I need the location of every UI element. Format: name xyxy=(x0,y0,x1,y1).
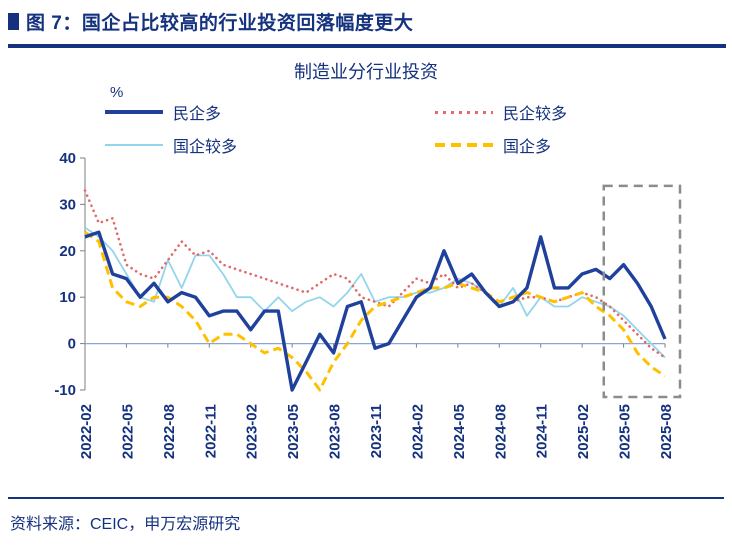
legend-label-soe-more: 国企较多 xyxy=(173,139,238,156)
svg-text:-10: -10 xyxy=(54,382,76,399)
legend-item-private-many: 民企多 xyxy=(105,100,435,124)
chart-title: 制造业分行业投资 xyxy=(294,62,438,82)
svg-text:2022-08: 2022-08 xyxy=(161,404,178,459)
figure-header: 图 7：国企占比较高的行业投资回落幅度更大 xyxy=(8,8,726,48)
source-note: 资料来源：CEIC，申万宏源研究 xyxy=(10,516,241,533)
legend-line-solid-thick-icon xyxy=(105,110,163,114)
svg-text:2023-08: 2023-08 xyxy=(327,404,344,459)
figure-title: 图 7：国企占比较高的行业投资回落幅度更大 xyxy=(26,13,414,34)
svg-text:2025-05: 2025-05 xyxy=(617,404,634,459)
svg-text:0: 0 xyxy=(68,336,76,353)
legend-line-dotted-icon xyxy=(435,110,493,114)
svg-text:2023-02: 2023-02 xyxy=(244,404,261,459)
y-axis-unit-label: % xyxy=(110,84,124,101)
legend-line-solid-thin-icon xyxy=(105,144,163,146)
figure-bullet-icon xyxy=(8,13,19,30)
legend-item-private-more: 民企较多 xyxy=(435,100,695,124)
svg-text:2022-11: 2022-11 xyxy=(202,404,219,458)
legend-item-soe-many: 国企多 xyxy=(435,133,695,157)
svg-text:2024-05: 2024-05 xyxy=(451,404,468,459)
svg-text:2023-11: 2023-11 xyxy=(368,404,385,458)
chart-legend: 民企多 民企较多 国企较多 国企多 xyxy=(105,100,695,157)
footer-divider xyxy=(8,497,724,499)
svg-text:2025-08: 2025-08 xyxy=(658,404,675,459)
svg-text:20: 20 xyxy=(59,243,76,260)
legend-line-dashed-icon xyxy=(435,143,493,147)
svg-text:10: 10 xyxy=(59,289,76,306)
svg-text:2024-08: 2024-08 xyxy=(492,404,509,459)
legend-label-private-many: 民企多 xyxy=(173,106,222,123)
svg-text:2024-11: 2024-11 xyxy=(534,404,551,458)
legend-label-soe-many: 国企多 xyxy=(503,139,552,156)
svg-text:40: 40 xyxy=(59,150,76,167)
svg-text:2024-02: 2024-02 xyxy=(409,404,426,459)
svg-text:2023-05: 2023-05 xyxy=(285,404,302,459)
svg-text:2025-02: 2025-02 xyxy=(575,404,592,459)
svg-text:2022-05: 2022-05 xyxy=(119,404,136,459)
svg-text:30: 30 xyxy=(59,196,76,213)
legend-item-soe-more: 国企较多 xyxy=(105,133,435,157)
svg-text:2022-02: 2022-02 xyxy=(78,404,95,459)
legend-label-private-more: 民企较多 xyxy=(503,106,568,123)
